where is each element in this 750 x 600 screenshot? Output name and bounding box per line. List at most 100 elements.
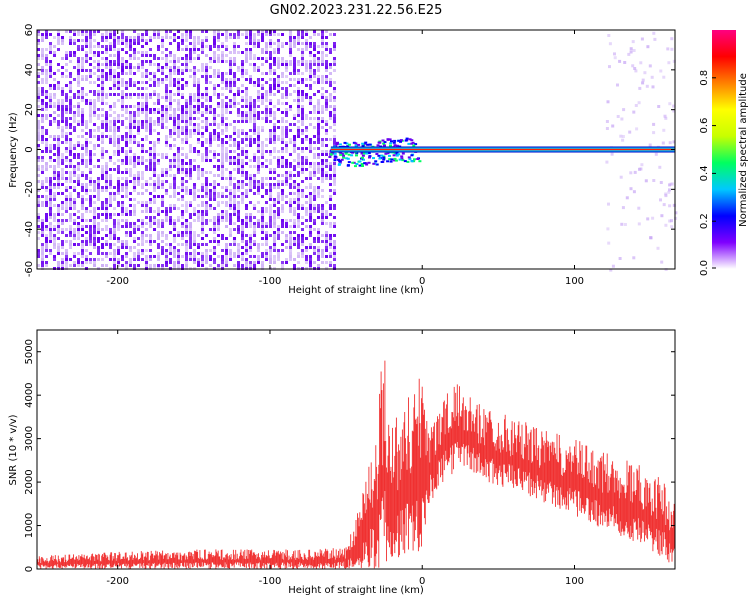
heatmap-cell [340, 158, 344, 161]
heatmap-cell [265, 108, 268, 111]
heatmap-cell [249, 57, 252, 60]
heatmap-cell [205, 213, 208, 216]
heatmap-cell [181, 237, 184, 240]
heatmap-cell [245, 54, 248, 57]
heatmap-cell [225, 141, 228, 144]
heatmap-cell [305, 138, 308, 141]
heatmap-cell [201, 216, 204, 219]
heatmap-cell [257, 189, 260, 192]
heatmap-cell [313, 219, 316, 222]
heatmap-cell [277, 45, 280, 48]
heatmap-cell [185, 207, 188, 210]
heatmap-cell [181, 42, 184, 45]
heatmap-cell [305, 48, 308, 51]
heatmap-cell [193, 150, 196, 153]
heatmap-cell [253, 264, 256, 267]
heatmap-cell [45, 144, 48, 147]
heatmap-cell [73, 213, 76, 216]
heatmap-cell [289, 201, 292, 204]
heatmap-cell [237, 186, 240, 189]
heatmap-cell [57, 147, 60, 150]
heatmap-cell [193, 93, 196, 96]
heatmap-cell [305, 246, 308, 249]
heatmap-cell [253, 132, 256, 135]
heatmap-cell [141, 225, 144, 228]
heatmap-cell [57, 48, 60, 51]
heatmap-cell [297, 243, 300, 246]
heatmap-cell [37, 87, 40, 90]
heatmap-cell [225, 105, 228, 108]
heatmap-cell [81, 108, 84, 111]
heatmap-cell [69, 258, 72, 261]
heatmap-cell [277, 156, 280, 159]
heatmap-cell [241, 141, 244, 144]
heatmap-cell [129, 93, 132, 96]
heatmap-cell [89, 120, 92, 123]
heatmap-cell [173, 60, 176, 63]
heatmap-cell [221, 45, 224, 48]
heatmap-cell [652, 122, 656, 126]
heatmap-cell [101, 171, 104, 174]
heatmap-cell [125, 252, 128, 255]
heatmap-cell [281, 63, 284, 66]
heatmap-cell [57, 84, 60, 87]
heatmap-cell [93, 153, 96, 156]
heatmap-cell [85, 57, 88, 60]
heatmap-cell [201, 51, 204, 54]
heatmap-cell [117, 135, 120, 138]
heatmap-cell [297, 225, 300, 228]
heatmap-cell [173, 222, 176, 225]
heatmap-cell [73, 252, 76, 255]
heatmap-cell [145, 180, 148, 183]
heatmap-cell [367, 152, 371, 155]
heatmap-cell [177, 81, 180, 84]
heatmap-cell [93, 114, 96, 117]
heatmap-cell [333, 207, 336, 210]
heatmap-cell [45, 213, 48, 216]
heatmap-cell [121, 159, 124, 162]
heatmap-cell [141, 66, 144, 69]
heatmap-cell [101, 123, 104, 126]
heatmap-cell [153, 84, 156, 87]
heatmap-cell [297, 192, 300, 195]
heatmap-cell [117, 261, 120, 264]
heatmap-cell [375, 153, 379, 155]
heatmap-cell [81, 39, 84, 42]
heatmap-cell [113, 252, 116, 255]
heatmap-cell [261, 72, 264, 75]
heatmap-cell [177, 60, 180, 63]
heatmap-cell [81, 93, 84, 96]
heatmap-cell [141, 138, 144, 141]
heatmap-cell [213, 108, 216, 111]
heatmap-cell [197, 153, 200, 156]
heatmap-cell [41, 48, 44, 51]
heatmap-cell [41, 126, 44, 129]
heatmap-cell [273, 213, 276, 216]
heatmap-cell [61, 156, 64, 159]
heatmap-cell [329, 96, 332, 99]
heatmap-cell [165, 87, 168, 90]
heatmap-cell [73, 144, 76, 147]
heatmap-cell [77, 195, 80, 198]
heatmap-cell [229, 201, 232, 204]
heatmap-cell [49, 198, 52, 201]
heatmap-cell [105, 171, 108, 174]
heatmap-cell [57, 81, 60, 84]
heatmap-cell [317, 123, 320, 126]
heatmap-cell [229, 183, 232, 186]
heatmap-cell [317, 192, 320, 195]
heatmap-cell [233, 150, 236, 153]
heatmap-cell [73, 219, 76, 222]
heatmap-cell [85, 153, 88, 156]
heatmap-cell [137, 96, 140, 99]
heatmap-cell [193, 96, 196, 99]
heatmap-cell [261, 48, 264, 51]
heatmap-cell [217, 225, 220, 228]
heatmap-cell [185, 102, 188, 105]
heatmap-cell [221, 174, 224, 177]
heatmap-cell [269, 120, 272, 123]
heatmap-cell [57, 252, 60, 255]
heatmap-cell [37, 72, 40, 75]
heatmap-cell [209, 57, 212, 60]
